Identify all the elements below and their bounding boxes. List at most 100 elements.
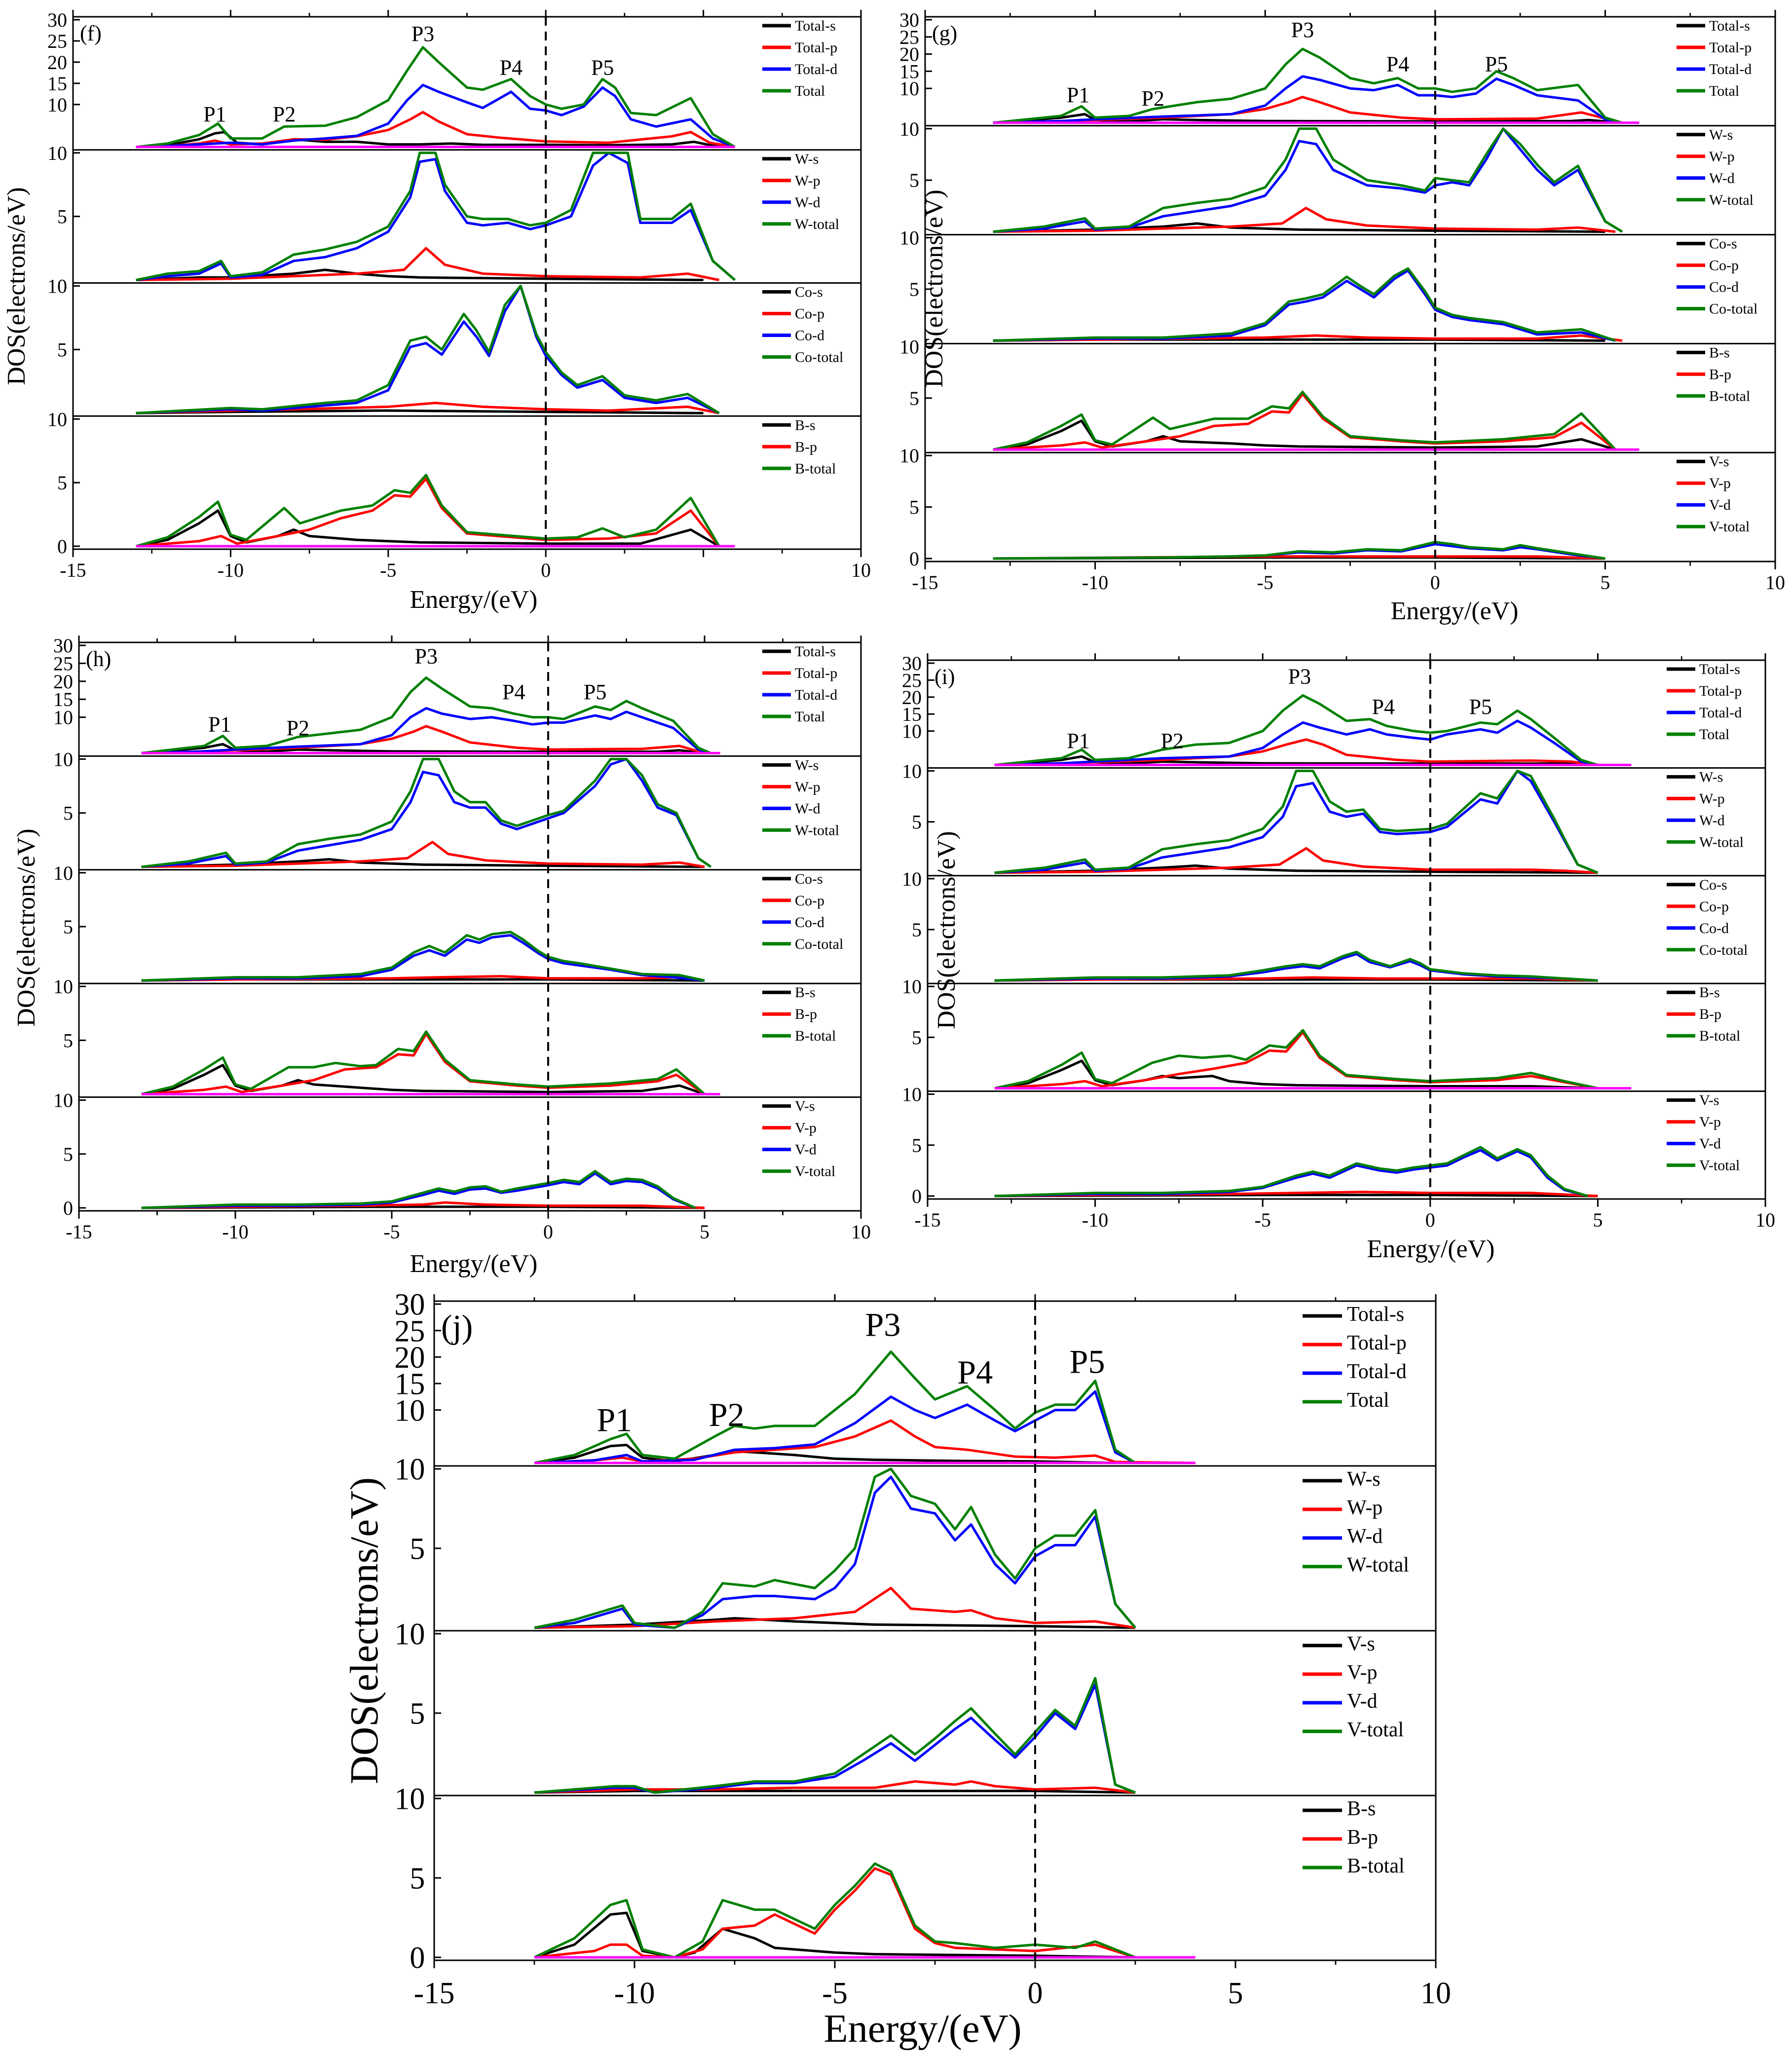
peak-label: P5 xyxy=(591,56,614,80)
peak-label: P2 xyxy=(1161,729,1184,753)
dos-curve-w-d xyxy=(141,757,712,868)
y-tick-label: 10 xyxy=(53,975,73,998)
legend-label: Total xyxy=(795,709,825,725)
legend-label: V-d xyxy=(1699,1136,1721,1152)
y-axis-title: DOS(electrons/eV) xyxy=(920,189,948,387)
y-tick-label: 10 xyxy=(394,1618,425,1651)
legend-label: V-total xyxy=(1699,1158,1740,1174)
peak-label: P3 xyxy=(865,1306,900,1343)
peak-label: P2 xyxy=(273,102,296,126)
x-tick-label: -10 xyxy=(614,1977,655,2010)
dos-curves xyxy=(534,1350,1195,1464)
y-tick-label: 10 xyxy=(902,1084,922,1106)
x-tick-label: 10 xyxy=(1420,1977,1451,2010)
x-tick-label: -15 xyxy=(914,1209,940,1231)
dos-curve-total-d xyxy=(993,75,1623,124)
y-tick-label: 5 xyxy=(63,1029,73,1051)
y-tick-label: 5 xyxy=(57,206,67,228)
legend-label: Total-d xyxy=(1347,1360,1407,1383)
legend-label: B-total xyxy=(795,460,836,477)
subplot-3: 5 10 Co-s Co-p Co-d Co-total xyxy=(902,868,1765,982)
legend: B-s B-p B-total xyxy=(1677,344,1750,404)
x-axis-title: Energy/(eV) xyxy=(1391,597,1519,625)
y-tick-label: 10 xyxy=(53,748,73,770)
legend: Total-s Total-p Total-d Total xyxy=(762,643,837,725)
legend-label: V-d xyxy=(1347,1690,1377,1713)
legend-label: B-s xyxy=(795,984,816,1001)
legend-label: B-p xyxy=(795,439,817,455)
legend-label: W-s xyxy=(1347,1468,1381,1491)
dos-panel-g: -15 -10 -5 0 5 10 Energy/(eV) DOS(electrons/eV)… xyxy=(899,9,1785,625)
legend-label: V-s xyxy=(1699,1092,1719,1109)
legend-label: W-total xyxy=(795,822,839,838)
legend-label: V-s xyxy=(795,1098,815,1115)
legend-label: Total-d xyxy=(795,61,837,77)
legend-label: W-p xyxy=(795,779,821,795)
subplot-3: 5 10 Co-s Co-p Co-d Co-total xyxy=(53,862,861,982)
dos-curve-total-d xyxy=(534,1390,1195,1464)
y-tick-label: 30 xyxy=(899,9,919,31)
legend-label: W-d xyxy=(1709,170,1735,187)
y-tick-label: 0 xyxy=(912,1185,922,1207)
y-tick-label: 25 xyxy=(899,26,919,48)
y-tick-label: 10 xyxy=(47,408,67,430)
peak-label: P1 xyxy=(1067,729,1089,753)
legend-label: V-p xyxy=(1709,475,1731,491)
x-tick-label: -15 xyxy=(60,559,86,581)
legend-label: Total-s xyxy=(1699,661,1740,677)
dos-curve-total-d xyxy=(141,707,711,754)
y-tick-label: 30 xyxy=(47,9,67,31)
legend-label: V-p xyxy=(1699,1114,1721,1130)
x-tick-label: 0 xyxy=(543,1221,553,1243)
peak-label: P1 xyxy=(203,102,226,126)
peak-label: P1 xyxy=(597,1401,632,1439)
peak-label: P3 xyxy=(411,22,434,46)
legend-label: Total-s xyxy=(1709,18,1750,34)
y-tick-label: 5 xyxy=(909,496,919,519)
y-tick-label: 20 xyxy=(902,686,922,709)
y-tick-label: 30 xyxy=(902,652,922,674)
legend-label: V-p xyxy=(1347,1661,1377,1684)
legend-label: Co-p xyxy=(1709,258,1739,274)
legend: Co-s Co-p Co-d Co-total xyxy=(762,284,843,366)
legend-label: Total-d xyxy=(795,687,837,703)
y-tick-label: 20 xyxy=(47,51,67,74)
x-tick-label: -10 xyxy=(1082,1209,1108,1231)
dos-curve-co-total xyxy=(994,950,1598,982)
dos-curves xyxy=(994,769,1599,874)
subplot-3: 5 10 V-s V-p V-d V-total xyxy=(394,1618,1436,1794)
x-tick-label: 5 xyxy=(1600,571,1610,594)
legend-label: V-total xyxy=(1347,1719,1404,1741)
dos-curve-w-total xyxy=(141,757,712,868)
legend-label: Co-total xyxy=(1699,942,1748,958)
legend-label: Co-s xyxy=(795,871,823,887)
y-tick-label: 5 xyxy=(912,811,922,833)
y-tick-label: 20 xyxy=(899,43,919,66)
legend-label: Co-total xyxy=(795,936,843,952)
y-tick-label: 5 xyxy=(912,1134,922,1157)
peak-label: P4 xyxy=(500,56,523,80)
peak-label: P5 xyxy=(584,680,606,704)
legend: Total-s Total-p Total-d Total xyxy=(1677,18,1752,99)
dos-curve-v-d xyxy=(141,1172,696,1209)
peak-label: P2 xyxy=(287,716,309,740)
legend-label: W-p xyxy=(1347,1497,1382,1519)
dos-curves xyxy=(141,676,720,754)
legend-label: B-p xyxy=(795,1006,817,1022)
dos-curve-w-total xyxy=(994,769,1599,874)
legend-label: W-p xyxy=(795,173,821,189)
dos-curves xyxy=(994,694,1632,766)
legend: W-s W-p W-d W-total xyxy=(762,757,839,838)
legend-label: Total xyxy=(795,83,825,99)
legend-label: W-total xyxy=(1699,834,1744,850)
dos-curve-b-s xyxy=(141,1064,705,1096)
dos-curve-total xyxy=(994,694,1599,766)
x-tick-label: -5 xyxy=(380,559,396,581)
dos-curve-b-total xyxy=(136,474,720,548)
dos-panel-j: -15 -10 -5 0 5 10 Energy/(eV) DOS(electrons/eV)… xyxy=(342,1288,1451,2051)
subplot-2: 5 10 W-s W-p W-d W-total xyxy=(53,748,861,868)
legend-label: Total-d xyxy=(1699,705,1742,721)
y-tick-label: 0 xyxy=(63,1197,73,1219)
y-tick-label: 10 xyxy=(899,445,919,467)
